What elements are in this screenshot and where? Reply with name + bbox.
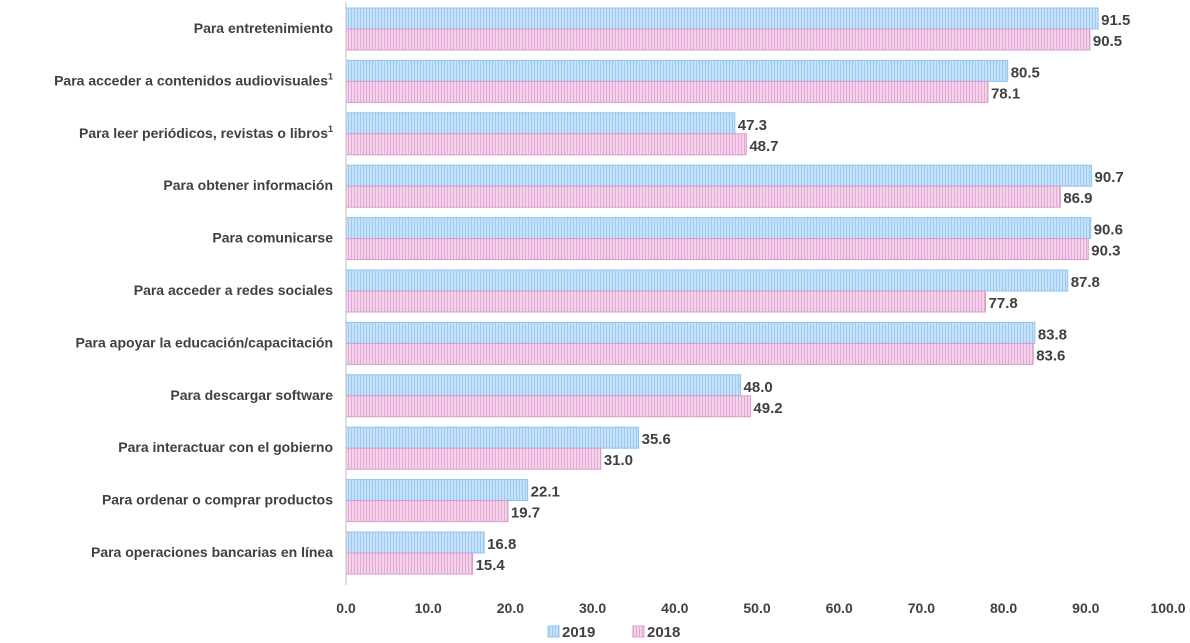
- data-label-2019: 47.3: [738, 117, 767, 134]
- x-tick-label: 100.0: [1150, 600, 1185, 616]
- bar-2018: [345, 342, 1034, 365]
- bars: [345, 7, 1099, 575]
- category-label: Para obtener información: [163, 177, 333, 193]
- x-tick-label: 20.0: [497, 600, 524, 616]
- legend-swatch-2018: [632, 625, 645, 638]
- data-label-2018: 86.9: [1063, 190, 1092, 207]
- bar-2018: [345, 290, 987, 313]
- data-label-2018: 31.0: [604, 452, 633, 469]
- category-label: Para apoyar la educación/capacitación: [75, 334, 333, 350]
- legend-swatch-2019: [547, 625, 560, 638]
- bar-2019: [345, 59, 1009, 82]
- data-label-2018: 49.2: [753, 400, 782, 417]
- data-label-2019: 35.6: [642, 431, 671, 448]
- data-label-2018: 90.3: [1091, 243, 1120, 260]
- bar-2018: [345, 238, 1089, 261]
- bar-2019: [345, 426, 640, 449]
- bar-2018: [345, 28, 1091, 51]
- category-label: Para operaciones bancarias en línea: [91, 544, 333, 560]
- x-tick-label: 10.0: [415, 600, 442, 616]
- bar-2018: [345, 500, 509, 523]
- bar-2019: [345, 7, 1099, 30]
- data-label-2018: 48.7: [749, 138, 778, 155]
- data-label-2019: 87.8: [1071, 274, 1100, 291]
- category-label: Para acceder a redes sociales: [134, 282, 333, 298]
- x-tick-label: 0.0: [336, 600, 356, 616]
- data-label-2019: 22.1: [531, 484, 560, 501]
- bar-2018: [345, 447, 602, 470]
- category-label: Para interactuar con el gobierno: [118, 439, 333, 455]
- legend-label-2019: 2019: [562, 624, 595, 641]
- data-label-2019: 80.5: [1011, 64, 1040, 81]
- category-label: Para entretenimiento: [194, 20, 333, 36]
- data-label-2019: 90.6: [1094, 222, 1123, 239]
- x-tick-label: 80.0: [990, 600, 1017, 616]
- category-labels: Para entretenimiento Para acceder a conte…: [54, 20, 333, 560]
- legend: 2019 2018: [547, 624, 680, 641]
- data-label-2018: 78.1: [991, 85, 1020, 102]
- data-label-2019: 90.7: [1095, 169, 1124, 186]
- category-label: Para acceder a contenidos audiovisuales1: [54, 71, 333, 88]
- category-label: Para ordenar o comprar productos: [102, 492, 333, 508]
- value-labels: 91.5 90.5 80.5 78.1 47.3 48.7 90.786.990.6 90.3…: [476, 12, 1131, 574]
- data-label-2018: 83.6: [1036, 347, 1065, 364]
- legend-label-2018: 2018: [647, 624, 680, 641]
- bar-2019: [345, 321, 1036, 344]
- x-tick-label: 30.0: [579, 600, 606, 616]
- x-tick-label: 50.0: [743, 600, 770, 616]
- data-label-2018: 77.8: [989, 295, 1018, 312]
- data-label-2019: 83.8: [1038, 326, 1067, 343]
- x-tick-label: 90.0: [1072, 600, 1099, 616]
- x-tick-label: 70.0: [908, 600, 935, 616]
- data-label-2019: 48.0: [744, 379, 773, 396]
- bar-2018: [345, 552, 474, 575]
- x-axis-ticks: 0.0 10.0 20.0 30.0 40.0 50.0 60.0 70.0 80.0 90.0 1…: [336, 600, 1185, 616]
- bar-2019: [345, 112, 736, 135]
- category-label: Para leer periódicos, revistas o libros1: [79, 124, 333, 141]
- data-label-2018: 90.5: [1093, 33, 1122, 50]
- bar-2018: [345, 395, 751, 418]
- data-label-2018: 19.7: [511, 505, 540, 522]
- bar-2019: [345, 374, 742, 397]
- bar-2018: [345, 80, 989, 103]
- bar-2018: [345, 185, 1061, 208]
- bar-2019: [345, 217, 1092, 240]
- bar-2019: [345, 479, 529, 502]
- bar-2019: [345, 269, 1069, 292]
- category-label: Para comunicarse: [212, 230, 333, 246]
- data-label-2019: 91.5: [1101, 12, 1130, 29]
- data-label-2018: 15.4: [476, 557, 506, 574]
- x-tick-label: 40.0: [661, 600, 688, 616]
- data-label-2019: 16.8: [487, 536, 516, 553]
- bar-2019: [345, 531, 485, 554]
- category-label: Para descargar software: [170, 387, 333, 403]
- bar-2019: [345, 164, 1093, 187]
- bar-2018: [345, 133, 747, 156]
- x-tick-label: 60.0: [826, 600, 853, 616]
